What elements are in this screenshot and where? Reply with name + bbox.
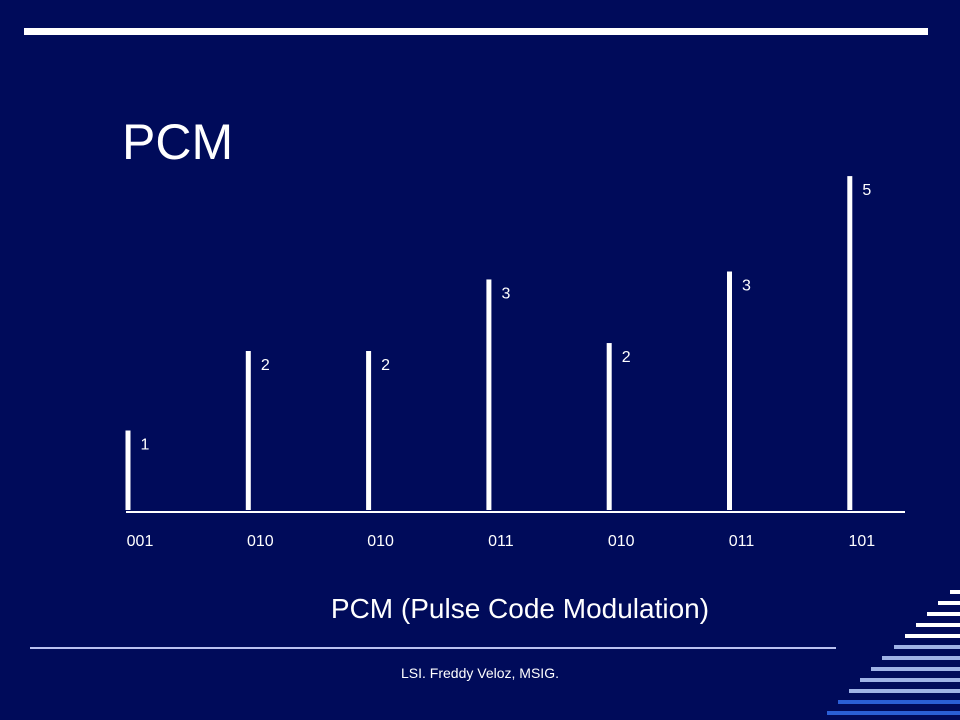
stair-stripe <box>849 689 960 693</box>
pulse-bar <box>727 271 732 510</box>
pulse-bar <box>245 351 251 510</box>
stair-stripe <box>950 590 960 594</box>
pulse-value-label: 5 <box>862 182 871 199</box>
pulse-value-label: 3 <box>742 278 751 295</box>
stair-stripe <box>838 700 960 704</box>
code-label: 010 <box>247 533 274 550</box>
code-label: 010 <box>608 533 635 550</box>
pulse-value-label: 2 <box>261 357 270 374</box>
pulse-bar <box>366 351 372 510</box>
pulse-value-label: 3 <box>501 285 510 302</box>
stair-stripe <box>894 645 960 649</box>
bottom-rule <box>30 647 836 649</box>
stair-stripe <box>860 678 960 682</box>
pulse-bar <box>125 430 131 510</box>
pulse-value-label: 2 <box>381 357 390 374</box>
slide-title: PCM <box>122 114 234 170</box>
stair-stripe <box>905 634 960 638</box>
slide-caption: PCM (Pulse Code Modulation) <box>330 593 710 624</box>
pulse-value-label: 1 <box>141 437 150 454</box>
pulse-bar <box>606 343 612 510</box>
pulse-bar <box>486 279 492 510</box>
stair-stripe <box>871 667 960 671</box>
stair-stripe <box>927 612 960 616</box>
pulse-bar <box>847 176 853 510</box>
stair-stripe <box>827 711 960 715</box>
stair-stripe <box>882 656 960 660</box>
stair-stripe <box>938 601 960 605</box>
pulse-value-label: 2 <box>622 349 631 366</box>
stair-stripe <box>916 623 960 627</box>
code-label: 001 <box>127 533 154 550</box>
code-label: 011 <box>488 533 514 550</box>
top-rule <box>24 28 928 35</box>
code-label: 010 <box>367 533 394 550</box>
code-label: 011 <box>729 533 755 550</box>
slide-footer: LSI. Freddy Veloz, MSIG. <box>401 665 559 681</box>
code-label: 101 <box>848 533 875 550</box>
